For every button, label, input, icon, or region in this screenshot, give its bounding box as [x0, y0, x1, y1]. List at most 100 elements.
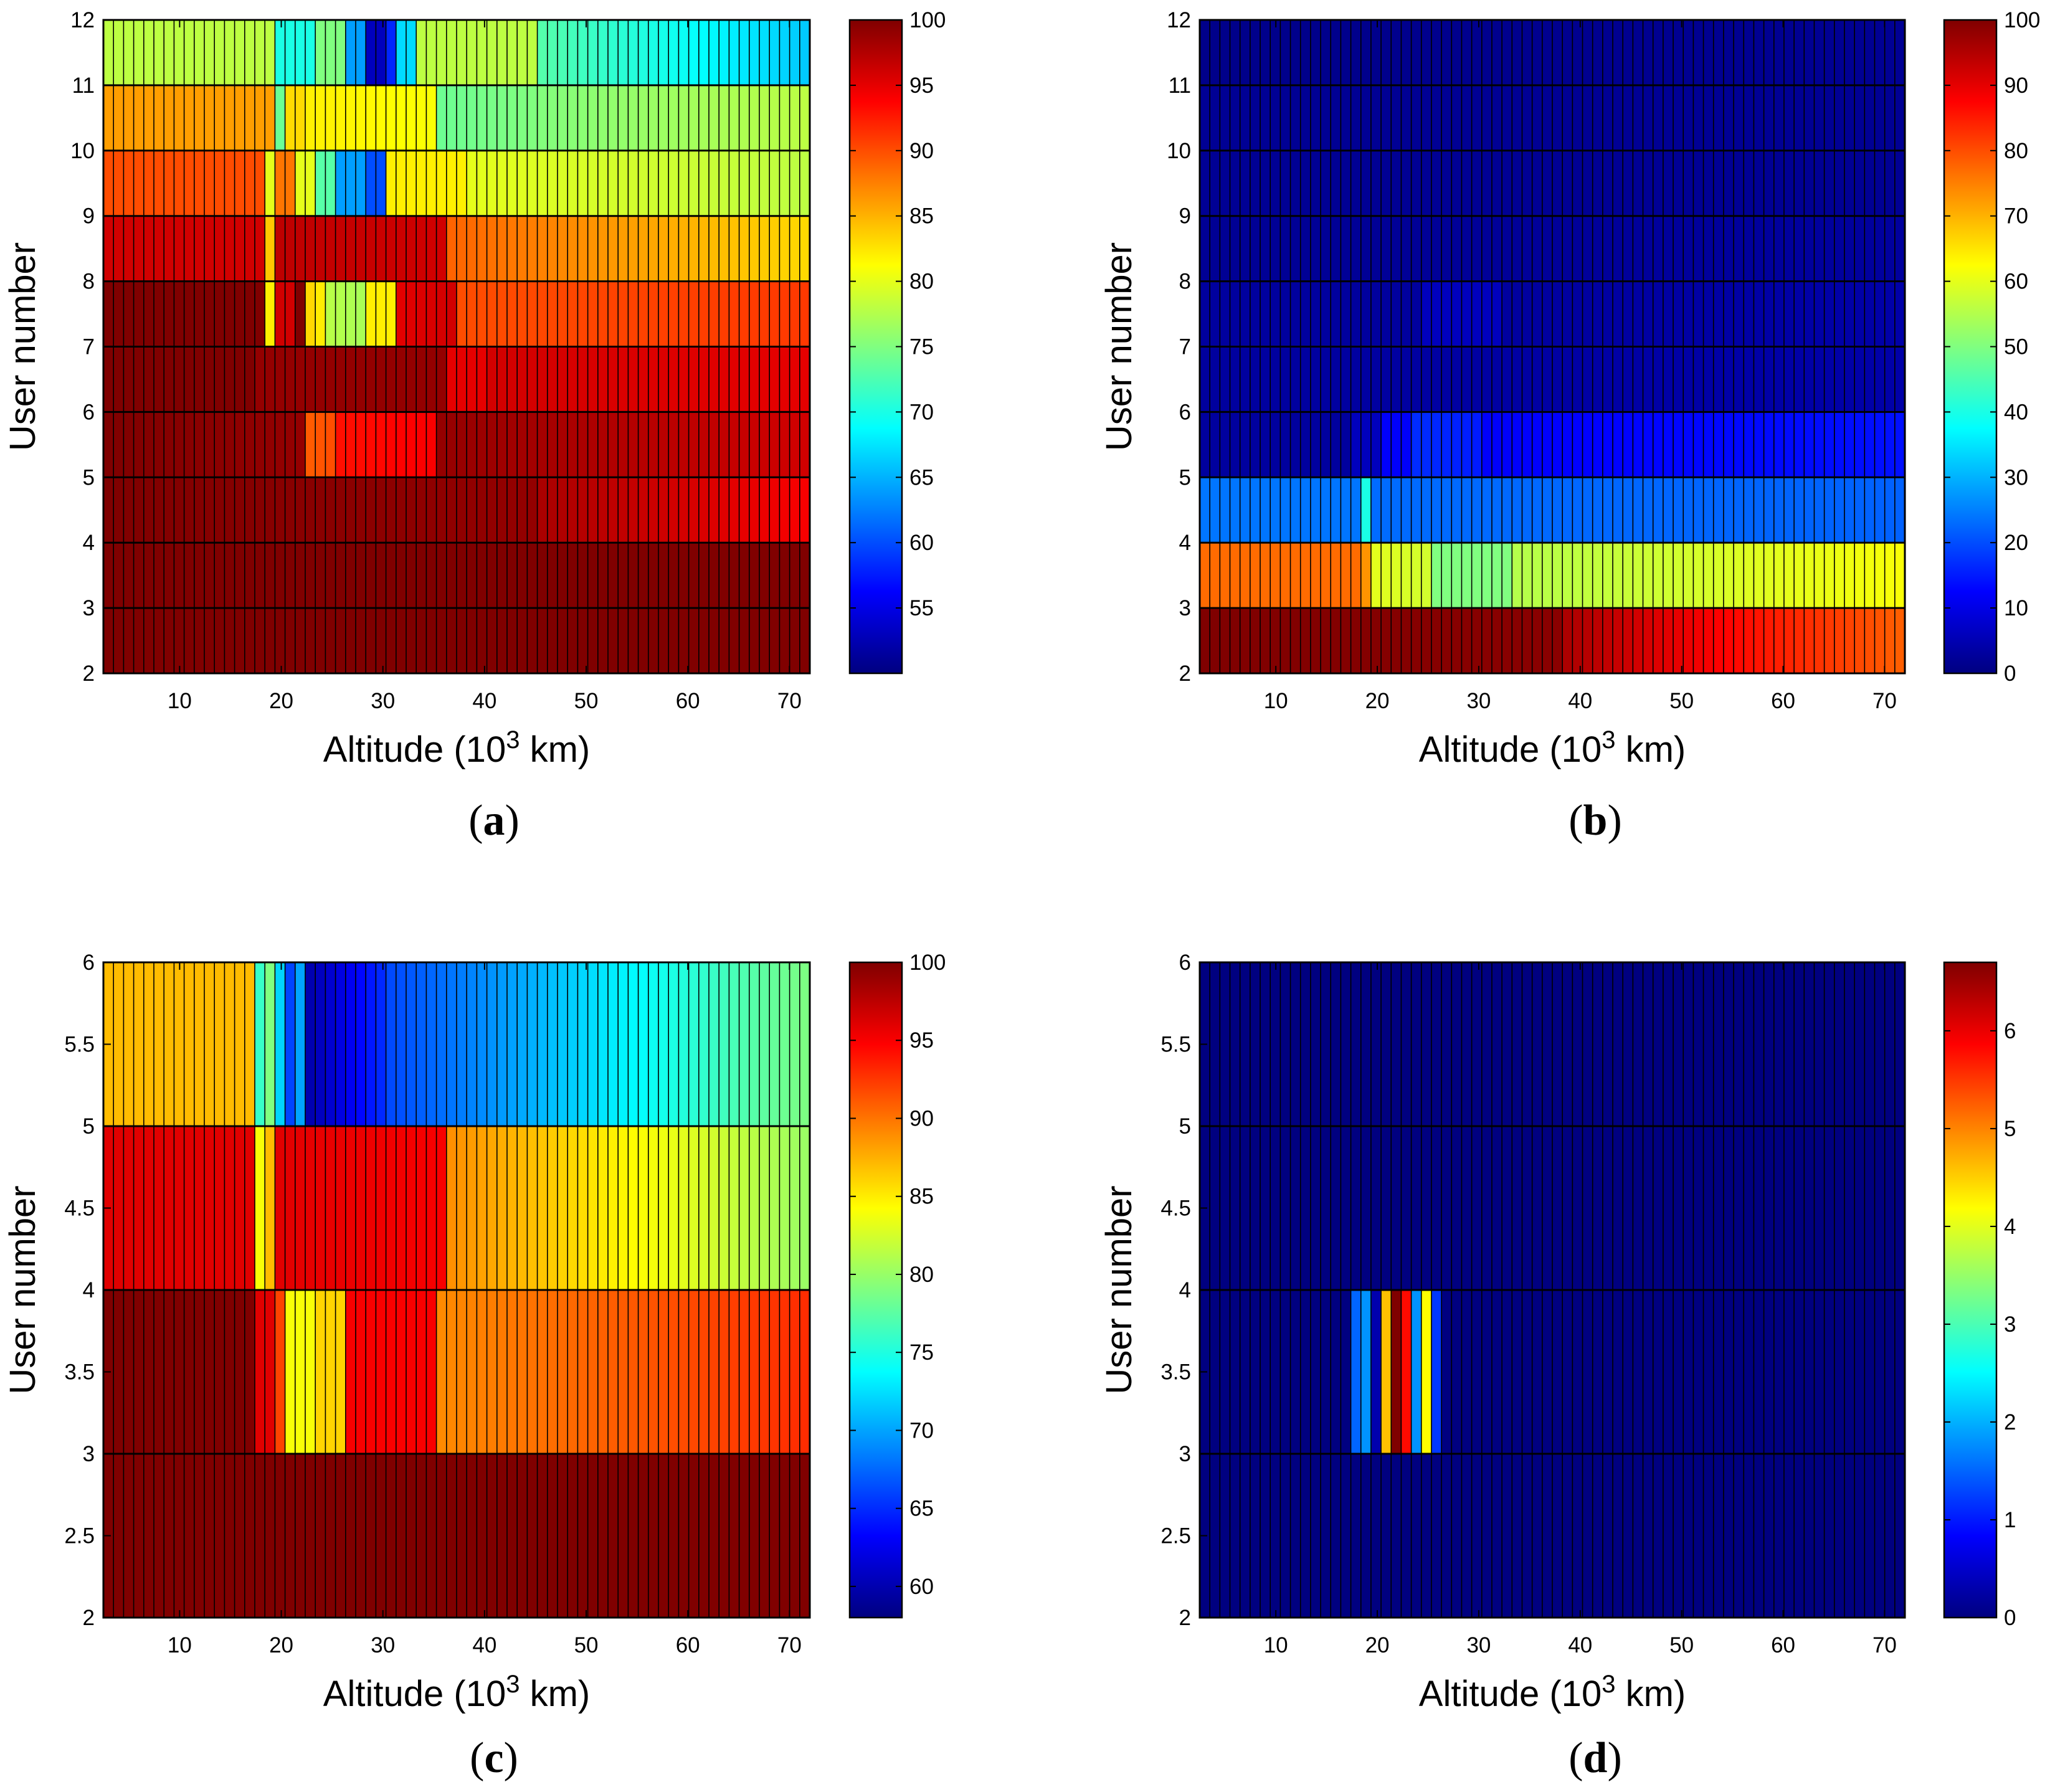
- heatmap-cell: [335, 215, 347, 282]
- heatmap-cell: [1229, 85, 1241, 151]
- colorbar-tick-label: 1: [2004, 1508, 2016, 1532]
- heatmap-cell: [536, 1453, 549, 1618]
- heatmap-cell: [1390, 85, 1402, 151]
- heatmap-cell: [1682, 150, 1694, 217]
- heatmap-cell: [496, 19, 508, 86]
- heatmap-cell: [456, 476, 468, 543]
- heatmap-cell: [254, 280, 266, 348]
- heatmap-cell: [305, 85, 316, 151]
- heatmap-cell: [1753, 476, 1765, 543]
- heatmap-cell: [557, 962, 569, 1127]
- heatmap-cell: [143, 280, 155, 348]
- heatmap-cell: [1410, 1126, 1423, 1291]
- heatmap-cell: [1733, 280, 1745, 348]
- heatmap-cell: [668, 1453, 680, 1618]
- heatmap-cell: [344, 411, 357, 478]
- heatmap-cell: [789, 476, 801, 543]
- x-tick-label: 40: [472, 1633, 496, 1657]
- heatmap-cell: [1602, 542, 1614, 609]
- heatmap-cell: [344, 150, 357, 217]
- heatmap-cell: [305, 215, 316, 282]
- heatmap-cell: [1431, 85, 1443, 151]
- heatmap-cell: [1299, 476, 1312, 543]
- heatmap-cell: [1310, 411, 1322, 478]
- heatmap-cell: [415, 1289, 427, 1454]
- heatmap-cell: [1874, 542, 1886, 609]
- heatmap-cell: [789, 19, 801, 86]
- heatmap-cell: [627, 411, 639, 478]
- heatmap-cell: [567, 411, 579, 478]
- heatmap-cell: [395, 411, 407, 478]
- heatmap-cell: [305, 1453, 316, 1618]
- heatmap-cell: [567, 607, 579, 674]
- heatmap-cell: [1310, 215, 1322, 282]
- heatmap-cell: [1250, 1126, 1261, 1291]
- heatmap-cell: [1250, 411, 1261, 478]
- heatmap-cell: [1803, 150, 1815, 217]
- heatmap-cell: [1270, 411, 1281, 478]
- heatmap-cell: [1793, 215, 1805, 282]
- heatmap-cell: [718, 1453, 730, 1618]
- heatmap-cell: [1823, 1289, 1836, 1454]
- heatmap-cell: [1410, 280, 1423, 348]
- heatmap-cell: [466, 1289, 478, 1454]
- heatmap-cell: [1723, 476, 1735, 543]
- heatmap-cell: [1330, 1126, 1342, 1291]
- heatmap-cell: [1320, 85, 1332, 151]
- heatmap-cell: [1431, 1453, 1443, 1618]
- heatmap-cell: [658, 1453, 670, 1618]
- heatmap-cell: [344, 1289, 357, 1454]
- heatmap-cell: [1763, 1289, 1775, 1454]
- heatmap-cell: [1239, 215, 1251, 282]
- heatmap-cell: [708, 19, 720, 86]
- heatmap-cell: [728, 280, 740, 348]
- heatmap-cell: [1310, 1126, 1322, 1291]
- heatmap-cell: [244, 411, 256, 478]
- heatmap-cell: [1673, 150, 1684, 217]
- heatmap-cell: [1884, 1289, 1896, 1454]
- heatmap-cell: [708, 1126, 720, 1291]
- heatmap-cell: [1743, 85, 1755, 151]
- heatmap-cell: [1652, 1453, 1664, 1618]
- heatmap-cell: [133, 215, 145, 282]
- heatmap-cell: [1279, 411, 1291, 478]
- heatmap-cell: [1642, 1126, 1654, 1291]
- panel-label: (b): [1569, 797, 1622, 845]
- heatmap-cell: [284, 607, 297, 674]
- heatmap-cell: [1702, 607, 1715, 674]
- heatmap-cell: [1743, 607, 1755, 674]
- heatmap-cell: [688, 962, 700, 1127]
- heatmap-cell: [1330, 346, 1342, 413]
- heatmap-cell: [728, 19, 740, 86]
- heatmap-cell: [123, 411, 135, 478]
- heatmap-cell: [1663, 607, 1674, 674]
- colorbar-tick-label: 6: [2004, 1019, 2016, 1043]
- heatmap-cell: [506, 476, 518, 543]
- heatmap-cell: [224, 1289, 235, 1454]
- heatmap-cell: [1320, 607, 1332, 674]
- heatmap-cell: [698, 1126, 710, 1291]
- heatmap-cell: [1552, 346, 1564, 413]
- x-tick-label: 10: [168, 689, 192, 713]
- heatmap-cell: [365, 411, 377, 478]
- heatmap-cell: [355, 1126, 367, 1291]
- heatmap-cell: [435, 1126, 448, 1291]
- heatmap-cell: [1279, 962, 1291, 1127]
- heatmap-cell: [335, 962, 347, 1127]
- heatmap-cell: [244, 607, 256, 674]
- heatmap-cell: [1632, 150, 1644, 217]
- heatmap-cell: [1299, 607, 1312, 674]
- heatmap-cell: [1723, 85, 1735, 151]
- heatmap-cell: [1451, 346, 1463, 413]
- heatmap-cell: [143, 215, 155, 282]
- heatmap-cell: [395, 1126, 407, 1291]
- heatmap-cell: [365, 346, 377, 413]
- heatmap-cell: [173, 607, 185, 674]
- heatmap-cell: [103, 542, 115, 609]
- heatmap-cell: [1521, 411, 1533, 478]
- heatmap-cell: [1219, 962, 1231, 1127]
- heatmap-cell: [1410, 1453, 1423, 1618]
- heatmap-cell: [406, 346, 417, 413]
- heatmap-cell: [708, 962, 720, 1127]
- heatmap-cell: [526, 1126, 538, 1291]
